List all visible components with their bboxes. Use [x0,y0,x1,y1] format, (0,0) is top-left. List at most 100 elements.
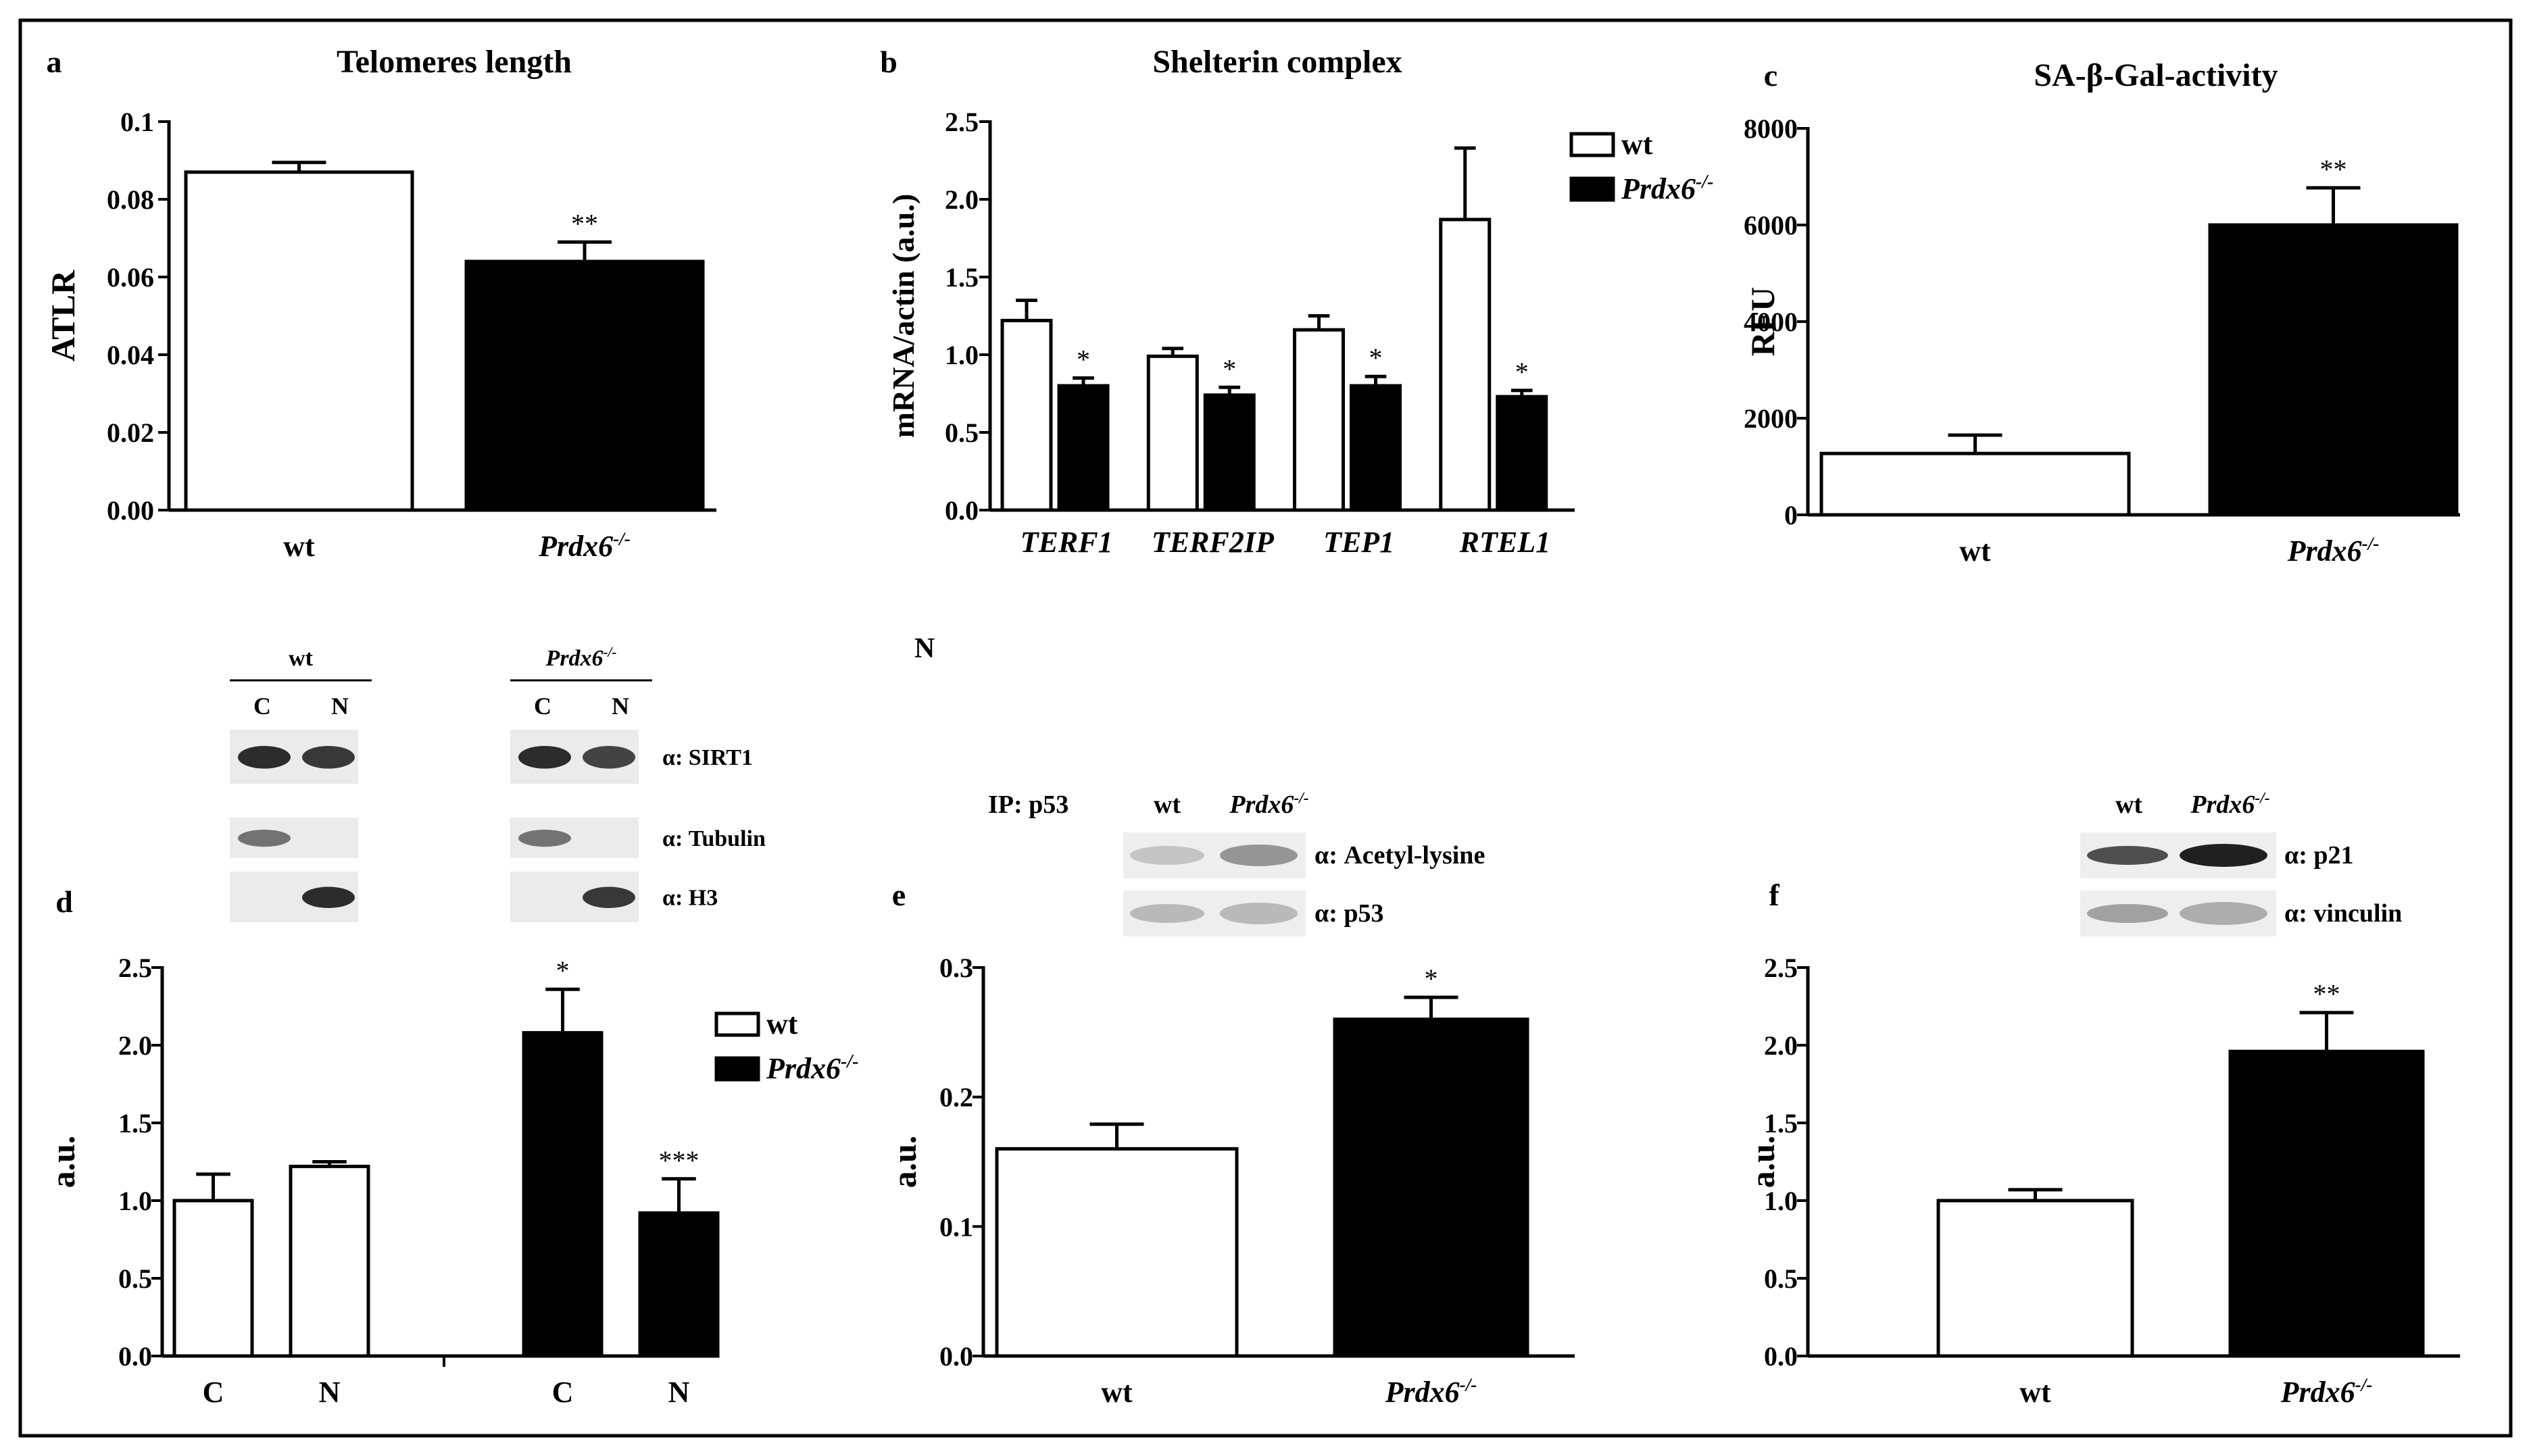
blot-d-lane-label: N [331,693,349,720]
legend-entry-text: Prdx6 [766,1052,841,1085]
x-tick-label-f: Prdx6-/- [2280,1374,2373,1409]
bar-wt-RTEL1 [1439,218,1492,512]
x-tick-label-a: Prdx6-/- [538,528,631,563]
y-tick-label-c: 2000 [1744,403,1798,434]
y-tick-label-f: 0.0 [1764,1341,1798,1372]
x-tick-label-f: wt [2019,1376,2051,1409]
y-tick-label-c: 6000 [1744,210,1798,241]
legend-entry-text: Prdx6 [1621,172,1696,205]
blot-e-lane-label-sup: -/- [1294,790,1308,807]
y-tick-label-e: 0.1 [939,1211,973,1242]
figure-border [18,18,2513,1438]
legend-entry-b: wt [1621,128,1653,161]
x-tick-label-f-sup: -/- [2355,1374,2373,1395]
y-tick-label-f: 1.0 [1764,1186,1798,1216]
blot-f-band [2087,846,2168,865]
bar-d-1 [289,1164,370,1358]
x-tick-label-d-base: N [668,1376,690,1409]
x-tick-label-c-base: wt [1959,534,1991,568]
y-tick-label-b: 2.0 [945,184,979,215]
y-tick-label-a: 0.00 [107,495,154,526]
blot-f-lane-label-base: wt [2115,790,2142,819]
y-tick-label-f: 2.5 [1764,953,1798,983]
panel-label-c: c [1764,58,1777,93]
panel-label-b: b [880,45,898,79]
blot-f: wt Prdx6-/- α: p21 α: vinculin [2080,790,2402,936]
y-tick-label-d: 0.5 [118,1263,152,1294]
y-tick-label-b: 0.5 [945,418,979,448]
x-tick-label-b: TERF2IP [1152,526,1275,559]
x-tick-label-a-base: Prdx6 [538,530,613,563]
bar-prdx6-TEP1 [1350,384,1402,512]
y-tick-label-a: 0.06 [107,262,154,293]
y-tick-label-f: 1.5 [1764,1108,1798,1138]
blot-d-band [238,746,291,769]
blot-e-lane-label-base: Prdx6 [1229,790,1294,819]
x-tick-label-c-sup: -/- [2362,533,2380,553]
blot-d-group-label: wt [289,646,314,671]
blot-d-group-label-base: Prdx6 [545,646,604,671]
bar-c-0 [1819,451,2131,517]
significance-mark-c: ** [2320,154,2347,184]
y-tick-label-d: 2.5 [118,953,152,983]
significance-mark-b: * [1369,343,1383,373]
blot-e-band [1130,846,1204,865]
y-tick-label-a: 0.08 [107,184,154,215]
stray-label: N [914,633,935,664]
y-tick-label-c: 0 [1784,500,1798,530]
panel-e: e a.u. 0.0 0.1 0.2 0.3 wt * Prdx6-/- [885,878,1575,1409]
blot-d-band [302,746,355,769]
blot-d-group-label: Prdx6-/- [545,644,617,671]
panel-f: f a.u. 0.0 0.5 1.0 1.5 2.0 2.5 wt ** Prdx6-/- [1744,878,2460,1409]
x-tick-label-e-base: Prdx6 [1385,1376,1460,1409]
x-tick-label-e-base: wt [1101,1376,1133,1409]
bar-d-0 [172,1199,254,1358]
significance-mark-f: ** [2313,979,2340,1009]
blot-d-group-label-sup: -/- [604,644,617,660]
bar-f-0 [1936,1199,2134,1358]
x-tick-label-a: wt [283,530,315,563]
legend-entry-d: wt [766,1007,798,1040]
blot-d-band [238,830,291,847]
y-tick-label-f: 0.5 [1764,1263,1798,1294]
bar-wt-TERF1 [1000,318,1053,512]
bar-wt-TEP1 [1293,328,1345,512]
y-axis-label-a: ATLR [44,270,82,361]
y-axis-label-f: a.u. [1744,1136,1781,1188]
y-tick-label-c: 4000 [1744,307,1798,337]
x-tick-label-c-base: Prdx6 [2287,534,2362,568]
y-tick-label-a: 0.1 [120,107,154,137]
y-axis-label-b: mRNA/actin (a.u.) [886,194,920,438]
significance-mark-a: ** [571,208,598,239]
blot-f-band [2180,902,2267,925]
blot-d: wt C N Prdx6-/- C Nα: SIRT1 α: Tubulin α: H3 [230,644,766,922]
bar-prdx6-TERF2IP [1203,393,1256,512]
blot-f-band [2087,904,2168,923]
bar-d-3 [638,1211,720,1358]
x-tick-label-d: C [552,1376,574,1409]
bar-e-0 [995,1147,1239,1358]
x-tick-label-f-base: wt [2019,1376,2051,1409]
blot-e-band [1130,904,1204,923]
y-tick-label-d: 1.5 [118,1108,152,1138]
blot-e-row-label: α: p53 [1314,899,1384,928]
x-tick-label-e: Prdx6-/- [1385,1374,1477,1409]
y-tick-label-a: 0.04 [107,340,154,370]
legend-swatch-b [1569,176,1615,202]
blot-f-row-label: α: vinculin [2284,899,2402,928]
panel-d: d a.u. 0.0 0.5 1.0 1.5 2.0 2.5 C N * C *** Nwt Prdx6-/… [44,884,858,1409]
y-axis-label-c: RFU [1744,287,1781,357]
legend-entry-sup: -/- [1696,172,1713,193]
chart-title-b: Shelterin complex [1152,44,1402,80]
legend-entry-d: Prdx6-/- [766,1051,858,1085]
bar-e-1 [1333,1018,1529,1358]
x-tick-label-d-base: C [552,1376,574,1409]
x-tick-label-a-base: wt [283,530,315,563]
legend-entry-sup: -/- [841,1051,858,1072]
blot-e-lane-label: Prdx6-/- [1229,790,1308,819]
bar-a-0 [184,170,414,512]
bar-wt-TERF2IP [1146,354,1199,512]
bar-a-1 [464,259,705,512]
significance-mark-d: *** [659,1145,699,1176]
